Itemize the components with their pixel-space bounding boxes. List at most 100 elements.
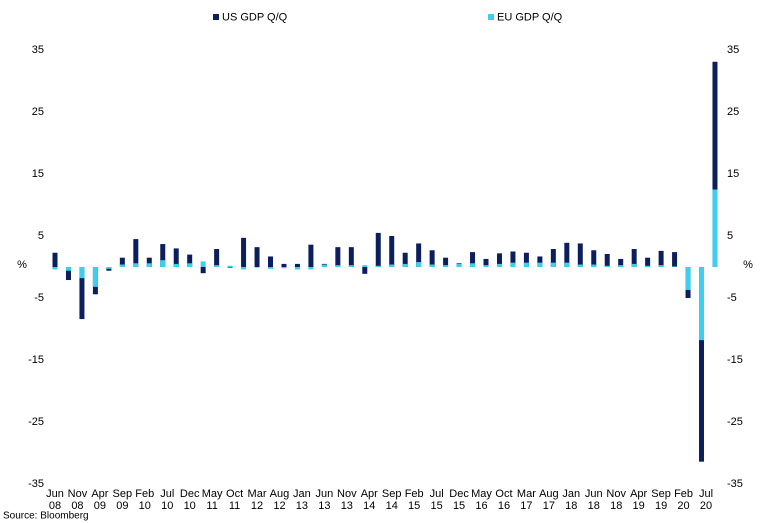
bar bbox=[550, 262, 556, 267]
x-tick-label: Jun 08 bbox=[46, 488, 64, 512]
bar bbox=[416, 262, 422, 267]
x-tick-label: Dec 10 bbox=[179, 488, 200, 512]
x-tick-label: Oct 11 bbox=[226, 488, 244, 512]
bar bbox=[577, 264, 583, 267]
x-tick-label: Jul 10 bbox=[160, 488, 175, 512]
bar bbox=[564, 262, 570, 267]
bar bbox=[429, 264, 435, 267]
bar bbox=[685, 267, 691, 290]
x-tick-label: Nov 08 bbox=[67, 488, 88, 512]
x-tick-label: Jun 18 bbox=[584, 488, 603, 512]
bar bbox=[375, 232, 381, 267]
bar bbox=[389, 236, 395, 267]
bar bbox=[483, 258, 489, 267]
bar bbox=[402, 252, 408, 267]
bar bbox=[456, 263, 462, 267]
bar bbox=[335, 265, 341, 267]
legend-swatch bbox=[213, 14, 219, 20]
bar bbox=[160, 244, 166, 267]
bar bbox=[268, 256, 274, 267]
bar bbox=[173, 263, 179, 267]
bar bbox=[443, 257, 449, 267]
y-tick-label: 25 bbox=[32, 106, 44, 118]
y2-axis-label: % bbox=[743, 259, 753, 271]
bar bbox=[618, 265, 624, 267]
y2-tick-label: 35 bbox=[727, 44, 739, 56]
bar bbox=[214, 249, 220, 267]
x-tick-label: Nov 18 bbox=[606, 488, 626, 512]
y-tick-label: 15 bbox=[32, 168, 44, 180]
x-tick-label: Sep 09 bbox=[112, 488, 133, 512]
x-tick-label: May 11 bbox=[201, 488, 223, 512]
x-tick-label: Apr 09 bbox=[91, 488, 109, 512]
x-tick-label: Sep 14 bbox=[381, 488, 402, 512]
bar bbox=[268, 267, 274, 269]
x-tick-label: Mar 17 bbox=[516, 488, 536, 512]
bar bbox=[160, 260, 166, 267]
x-tick-label: Feb 15 bbox=[404, 488, 424, 512]
bar bbox=[106, 267, 112, 269]
bar bbox=[631, 249, 637, 267]
bar bbox=[577, 243, 583, 267]
x-tick-label: Jul 20 bbox=[698, 488, 714, 512]
bar bbox=[187, 263, 193, 267]
y-axis-label: % bbox=[17, 259, 27, 271]
bar bbox=[550, 249, 556, 267]
bar bbox=[241, 267, 247, 270]
y-tick-label: 35 bbox=[32, 44, 44, 56]
bar bbox=[564, 242, 570, 267]
bar bbox=[389, 264, 395, 267]
bar bbox=[591, 250, 597, 267]
bar bbox=[510, 262, 516, 267]
x-tick-label: Feb 10 bbox=[135, 488, 155, 512]
bar bbox=[496, 263, 502, 267]
x-tick-label: Sep 19 bbox=[651, 488, 671, 512]
x-tick-label: Mar 12 bbox=[247, 488, 267, 512]
bar bbox=[308, 267, 314, 270]
bar bbox=[699, 267, 705, 462]
bar bbox=[631, 263, 637, 267]
bar bbox=[92, 267, 98, 287]
y2-tick-label: -5 bbox=[727, 292, 737, 304]
x-tick-label: May 16 bbox=[471, 488, 492, 512]
y2-tick-label: 25 bbox=[727, 106, 739, 118]
bar bbox=[227, 265, 233, 267]
bar bbox=[672, 252, 678, 267]
bar bbox=[658, 265, 664, 267]
bar bbox=[645, 257, 651, 267]
x-tick-label: Nov 13 bbox=[337, 488, 357, 512]
bar bbox=[79, 267, 85, 320]
bar bbox=[79, 267, 85, 279]
bar bbox=[187, 254, 193, 267]
bar bbox=[523, 252, 529, 267]
y2-tick-label: -25 bbox=[727, 416, 743, 428]
bar bbox=[119, 264, 125, 267]
bar bbox=[294, 267, 300, 270]
y-tick-label: 5 bbox=[38, 230, 44, 242]
bar bbox=[254, 247, 260, 267]
bar bbox=[483, 265, 489, 267]
x-tick-label: Oct 16 bbox=[495, 488, 513, 512]
y2-tick-label: -35 bbox=[727, 478, 743, 490]
bar bbox=[496, 253, 502, 267]
x-tick-label: Apr 19 bbox=[630, 488, 648, 512]
bar bbox=[604, 265, 610, 267]
bar bbox=[402, 263, 408, 267]
bar bbox=[281, 263, 287, 267]
bar bbox=[348, 265, 354, 267]
x-tick-label: Jun 13 bbox=[315, 488, 334, 512]
x-tick-label: Aug 12 bbox=[269, 488, 290, 512]
bar bbox=[470, 263, 476, 267]
x-tick-label: Feb 20 bbox=[674, 488, 694, 512]
x-tick-label: Jan 18 bbox=[562, 488, 581, 512]
bar bbox=[537, 256, 543, 267]
y2-tick-label: 5 bbox=[727, 230, 733, 242]
bar bbox=[510, 251, 516, 267]
y-tick-label: -5 bbox=[34, 292, 44, 304]
bar bbox=[200, 261, 206, 267]
bar bbox=[241, 237, 247, 267]
bar bbox=[308, 244, 314, 267]
x-tick-label: Apr 14 bbox=[360, 488, 378, 512]
